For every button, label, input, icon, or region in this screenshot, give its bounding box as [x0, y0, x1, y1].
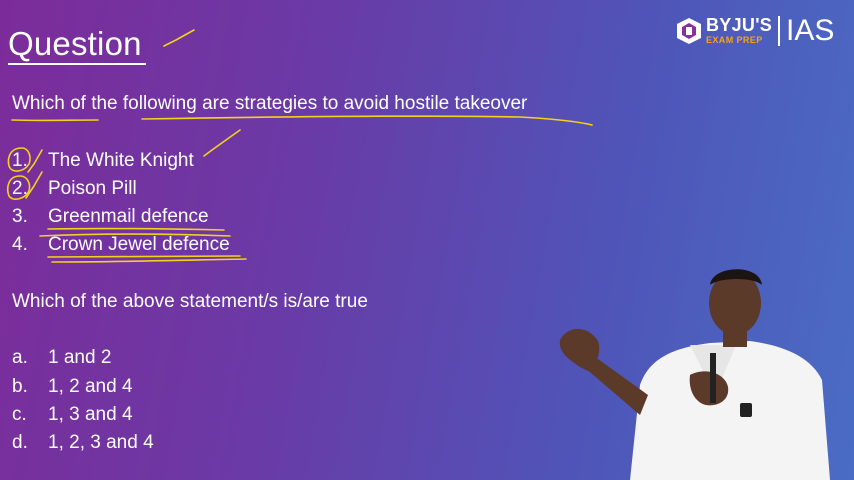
crown-jewel-underline — [51, 258, 247, 263]
slide-title: Question — [8, 25, 142, 62]
answer-text: 1, 2, 3 and 4 — [48, 432, 154, 453]
option-number: 2. — [12, 178, 28, 199]
logo-product-text: IAS — [786, 14, 835, 47]
answer-text: 1 and 2 — [48, 347, 112, 368]
question-underline — [141, 115, 593, 126]
answer-a: a. 1 and 2 — [12, 346, 111, 370]
option-text: Poison Pill — [48, 178, 137, 199]
answer-c: c. 1, 3 and 4 — [12, 403, 133, 427]
option-number: 3. — [12, 206, 28, 227]
option-4: 4. Crown Jewel defence — [12, 233, 230, 257]
answer-letter: c. — [12, 404, 27, 425]
option-1: 1. The White Knight — [12, 149, 194, 173]
option-number: 1. — [12, 150, 28, 171]
option-text: Crown Jewel defence — [48, 234, 230, 255]
option-text: Greenmail defence — [48, 206, 209, 227]
answer-text: 1, 2 and 4 — [48, 376, 133, 397]
answer-letter: a. — [12, 347, 28, 368]
byjus-logo-icon — [677, 18, 701, 44]
answer-letter: b. — [12, 376, 28, 397]
title-underline — [8, 63, 146, 65]
logo-divider — [778, 16, 780, 46]
presenter-image — [559, 269, 830, 480]
answer-b: b. 1, 2 and 4 — [12, 375, 133, 399]
title-check-mark — [163, 29, 195, 47]
logo-brand-text: BYJU'S — [706, 15, 773, 35]
answer-letter: d. — [12, 432, 28, 453]
option-text: The White Knight — [48, 150, 194, 171]
logo-sub-text: EXAM PREP — [706, 35, 763, 45]
option-2: 2. Poison Pill — [12, 177, 137, 201]
question-text: Which of the following are strategies to… — [12, 93, 528, 114]
knight-check-mark — [203, 129, 241, 157]
option-3: 3. Greenmail defence — [12, 205, 209, 229]
answer-d: d. 1, 2, 3 and 4 — [12, 431, 154, 455]
prompt-text: Which of the above statement/s is/are tr… — [12, 291, 368, 312]
option-number: 4. — [12, 234, 28, 255]
brand-logo: BYJU'S EXAM PREP IAS — [676, 14, 842, 48]
answer-text: 1, 3 and 4 — [48, 404, 133, 425]
